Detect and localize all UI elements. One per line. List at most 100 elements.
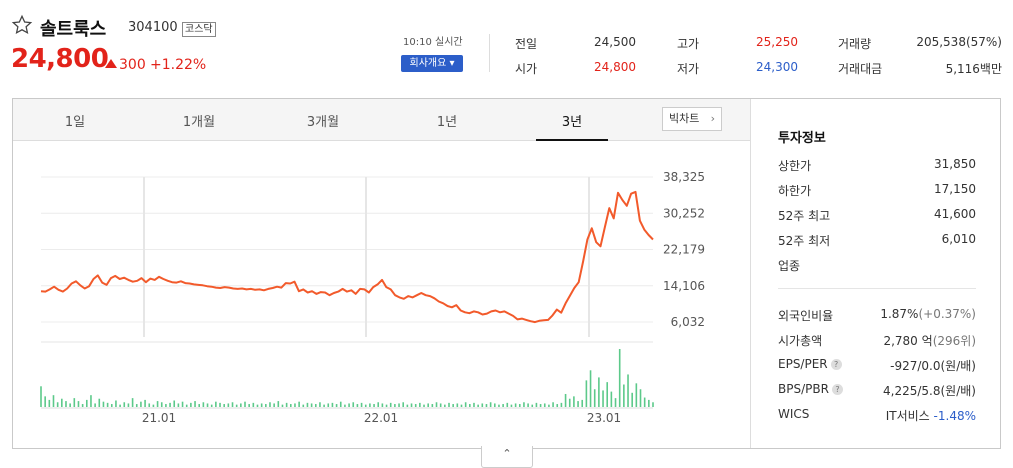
- volume-bar: [502, 404, 504, 407]
- volume-bar: [110, 404, 113, 407]
- volume-bar: [231, 402, 234, 407]
- volume-bar: [177, 403, 180, 407]
- volume-bar: [115, 400, 117, 407]
- tab-3m[interactable]: 3개월: [306, 115, 340, 130]
- current-price: 24,800: [11, 44, 109, 74]
- volume-bar: [165, 404, 167, 407]
- big-chart-button[interactable]: 빅차트 ›: [662, 107, 722, 131]
- volume-bar: [364, 404, 367, 407]
- volume-bar: [510, 404, 513, 407]
- volume-bar: [327, 403, 330, 407]
- volume-bar: [539, 404, 542, 407]
- volume-bar: [298, 401, 300, 407]
- volume-bar: [294, 403, 296, 407]
- volume-bar: [102, 401, 105, 407]
- volume-bar: [493, 403, 496, 407]
- chevron-up-icon: ⌃: [502, 447, 512, 460]
- help-icon[interactable]: ?: [831, 384, 843, 395]
- volume-bar: [344, 404, 346, 407]
- volume-bar: [314, 404, 317, 407]
- volume-bar: [48, 399, 51, 407]
- tab-1d[interactable]: 1일: [64, 115, 86, 130]
- volume-bar: [331, 402, 334, 407]
- tab-3y[interactable]: 3년: [561, 115, 583, 130]
- volume-bar: [560, 402, 563, 407]
- volume-bar: [61, 398, 63, 407]
- volume-bar: [44, 396, 46, 407]
- volume-bar: [477, 404, 479, 407]
- volume-bar: [227, 403, 230, 407]
- volume-bar: [485, 404, 488, 407]
- volume-label: 거래량: [838, 37, 872, 51]
- volume-bar: [585, 380, 588, 407]
- price-line: [40, 190, 654, 324]
- volume-bar: [394, 404, 396, 407]
- price-chart[interactable]: 38,325 30,252 22,179 14,106 6,032 21.01 22.01 2…: [13, 142, 749, 432]
- volume-bar: [119, 404, 121, 407]
- volume-bar: [643, 397, 646, 407]
- help-icon[interactable]: ?: [830, 359, 842, 370]
- tab-1m[interactable]: 1개월: [182, 115, 216, 130]
- volume-bar: [356, 404, 359, 407]
- volume-bar: [244, 401, 246, 407]
- volume-bar: [252, 402, 255, 407]
- amount-label: 거래대금: [838, 62, 883, 76]
- volume-bar: [631, 392, 633, 407]
- volume-bar: [152, 404, 155, 407]
- price-change: 300: [105, 57, 146, 73]
- volume-bar: [215, 401, 217, 407]
- volume-bar: [518, 404, 521, 407]
- volume-bar: [265, 404, 267, 407]
- volume-bar: [223, 404, 225, 407]
- volume-bar: [210, 404, 213, 407]
- volume-bar: [556, 404, 559, 407]
- volume-bar: [593, 389, 596, 407]
- volume-bar: [65, 401, 67, 407]
- volume-bar: [281, 404, 284, 407]
- volume-bar: [573, 396, 575, 407]
- volume-bar: [568, 398, 571, 407]
- volume-bar: [348, 403, 350, 407]
- volume-bar: [639, 389, 642, 407]
- x-tick-label: 23.01: [587, 411, 621, 425]
- volume-bar: [423, 404, 425, 407]
- open-value: 24,800: [594, 60, 636, 74]
- favorite-star-icon[interactable]: [11, 14, 33, 36]
- company-overview-button[interactable]: 회사개요 ▾: [401, 55, 463, 72]
- amount-value: 5,116백만: [945, 62, 1002, 76]
- volume-bar: [240, 403, 242, 407]
- volume-bar: [581, 399, 584, 407]
- volume-bar: [444, 404, 446, 407]
- collapse-toggle[interactable]: ⌃: [481, 446, 533, 468]
- realtime-timestamp: 10:10 실시간: [403, 37, 463, 48]
- volume-bar: [235, 404, 238, 407]
- volume-bar: [610, 391, 613, 407]
- volume-bar: [602, 390, 604, 407]
- volume-bar: [140, 401, 142, 407]
- price-change-pct: +1.22%: [150, 57, 207, 73]
- volume-bar: [323, 404, 325, 407]
- volume-bar: [94, 403, 96, 407]
- volume-bar: [419, 402, 421, 407]
- volume-bar: [73, 398, 76, 407]
- volume-bar: [435, 402, 438, 407]
- y-tick-label: 30,252: [663, 206, 705, 220]
- tab-1y[interactable]: 1년: [436, 115, 458, 130]
- volume-bar: [523, 402, 525, 407]
- volume-bar: [52, 395, 55, 407]
- volume-bar: [131, 398, 134, 407]
- volume-bar: [398, 403, 400, 407]
- volume-bar: [169, 402, 171, 407]
- volume-bar: [506, 402, 509, 407]
- volume-bar: [460, 404, 463, 407]
- volume-bar: [127, 403, 130, 407]
- volume-bar: [606, 382, 609, 407]
- volume-bar: [181, 401, 184, 407]
- volume-bar: [635, 383, 638, 407]
- open-label: 시가: [515, 62, 538, 76]
- volume-bar: [552, 402, 554, 407]
- volume-bar: [531, 404, 534, 407]
- volume-bar: [319, 402, 321, 407]
- volume-bar: [452, 404, 454, 407]
- y-tick-label: 38,325: [663, 170, 705, 184]
